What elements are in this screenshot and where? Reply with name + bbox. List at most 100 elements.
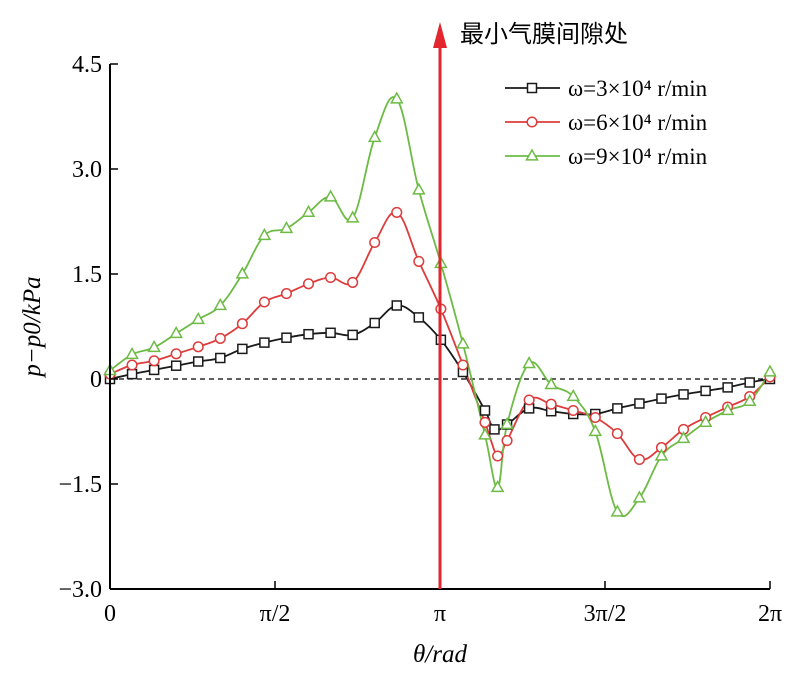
data-point-s2-22 (545, 398, 557, 410)
legend-label-3: ω=9×10⁴ r/min (568, 144, 708, 169)
data-point-s1-25 (612, 403, 623, 414)
y-axis-title: p−p0/kPa (19, 276, 46, 378)
data-point-s3-4 (169, 325, 183, 339)
data-point-s3-3 (147, 339, 161, 353)
data-point-s3-10 (301, 204, 316, 218)
data-point-s1-13 (369, 317, 380, 329)
data-point-s2-15 (413, 255, 425, 267)
data-point-s2-4 (170, 348, 182, 360)
x-tick-label: 2π (758, 601, 782, 627)
data-point-s3-19 (490, 479, 505, 493)
data-point-s3-17 (456, 336, 470, 349)
series-line-3 (110, 96, 770, 518)
data-point-s2-17 (457, 359, 469, 371)
data-point-s1-29 (700, 385, 711, 397)
data-point-s3-6 (213, 297, 228, 311)
data-point-s2-5 (192, 341, 204, 353)
data-point-s3-31 (742, 393, 757, 407)
data-point-s3-15 (412, 182, 426, 195)
data-point-s1-10 (303, 328, 314, 340)
data-point-s3-9 (279, 220, 294, 234)
data-point-s1-4 (170, 360, 182, 371)
data-point-s2-10 (302, 278, 315, 290)
data-point-s1-7 (237, 343, 248, 355)
y-tick-label: −1.5 (58, 472, 102, 498)
data-point-s1-12 (347, 329, 358, 341)
data-point-s1-31 (744, 377, 755, 388)
x-tick-label: π (434, 601, 446, 627)
data-point-s3-11 (323, 189, 338, 202)
x-axis-title: θ/rad (413, 641, 467, 668)
data-point-s2-6 (214, 332, 226, 344)
data-point-s3-24 (588, 423, 603, 437)
x-tick-label: 0 (104, 601, 116, 627)
data-point-s2-25 (611, 428, 623, 440)
data-point-s3-7 (235, 266, 250, 279)
data-point-s2-12 (347, 276, 359, 288)
legend-marker-2 (526, 116, 538, 128)
data-point-s3-21 (522, 356, 536, 369)
data-point-s2-26 (633, 453, 645, 466)
data-point-s3-12 (345, 210, 360, 223)
y-tick-label: 3.0 (72, 157, 102, 183)
y-tick-label: 4.5 (72, 52, 102, 78)
data-point-s1-27 (656, 393, 667, 404)
data-point-s1-5 (192, 356, 204, 367)
legend-marker-1 (526, 82, 538, 94)
data-point-s3-23 (566, 388, 581, 402)
data-point-s3-5 (191, 311, 206, 325)
data-point-s3-28 (676, 430, 691, 444)
data-point-s2-2 (126, 359, 138, 371)
data-point-s1-8 (259, 337, 270, 348)
annotation-layer: 最小气膜间隙处 (433, 20, 628, 589)
data-point-s3-30 (720, 402, 735, 416)
data-point-s3-8 (257, 227, 272, 241)
data-point-s1-9 (281, 332, 292, 343)
y-tick-label: 1.5 (72, 262, 102, 288)
annotation-label: 最小气膜间隙处 (460, 20, 628, 48)
data-point-s3-27 (654, 448, 669, 461)
data-point-s2-13 (369, 236, 381, 249)
data-point-s2-23 (567, 404, 579, 417)
legend-label-1: ω=3×10⁴ r/min (568, 76, 708, 101)
data-point-s3-20 (500, 416, 514, 430)
data-point-s1-15 (413, 312, 425, 323)
data-point-s1-14 (391, 300, 403, 311)
data-point-s1-30 (722, 382, 733, 393)
x-tick-label: 3π/2 (584, 601, 627, 627)
data-point-s2-7 (236, 318, 248, 330)
y-tick-label: −3.0 (58, 577, 102, 603)
data-point-s2-19 (492, 450, 504, 462)
data-point-s1-2 (126, 368, 138, 380)
data-point-s2-9 (280, 288, 293, 300)
legend-marker-3 (525, 148, 539, 161)
data-point-s3-13 (367, 129, 382, 143)
data-point-s1-11 (325, 327, 336, 339)
data-point-s3-32 (763, 364, 777, 377)
data-point-s1-18 (479, 405, 491, 416)
axis-layer: 4.53.01.50−1.5−3.00 π/2 π 3π/2 2πθ/radp−p0/k… (19, 52, 782, 668)
data-point-s3-14 (389, 91, 404, 104)
data-point-s3-26 (632, 490, 647, 503)
data-point-s2-11 (325, 271, 337, 284)
data-point-s1-6 (215, 352, 226, 364)
data-point-s2-24 (589, 411, 601, 424)
data-point-s3-25 (610, 504, 625, 517)
data-point-s2-3 (148, 355, 160, 367)
data-point-s2-8 (258, 296, 270, 308)
y-tick-label: 0 (90, 367, 102, 393)
data-point-s1-28 (678, 389, 689, 400)
data-point-s3-18 (478, 427, 492, 440)
data-point-s1-19 (489, 424, 500, 435)
data-point-s3-2 (125, 346, 139, 360)
data-point-s2-21 (523, 394, 535, 406)
marker-layer (103, 91, 777, 517)
legend: ω=3×10⁴ r/min ω=6×10⁴ r/min ω=9×10⁴ r/min (505, 76, 708, 169)
arrow-head-icon (433, 22, 447, 48)
data-point-s3-22 (544, 377, 558, 390)
legend-label-2: ω=6×10⁴ r/min (568, 110, 708, 135)
data-point-s1-26 (634, 398, 645, 409)
data-point-s2-14 (391, 206, 403, 218)
x-tick-label: π/2 (260, 601, 291, 627)
